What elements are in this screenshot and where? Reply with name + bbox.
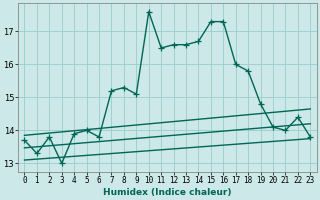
X-axis label: Humidex (Indice chaleur): Humidex (Indice chaleur)	[103, 188, 232, 197]
